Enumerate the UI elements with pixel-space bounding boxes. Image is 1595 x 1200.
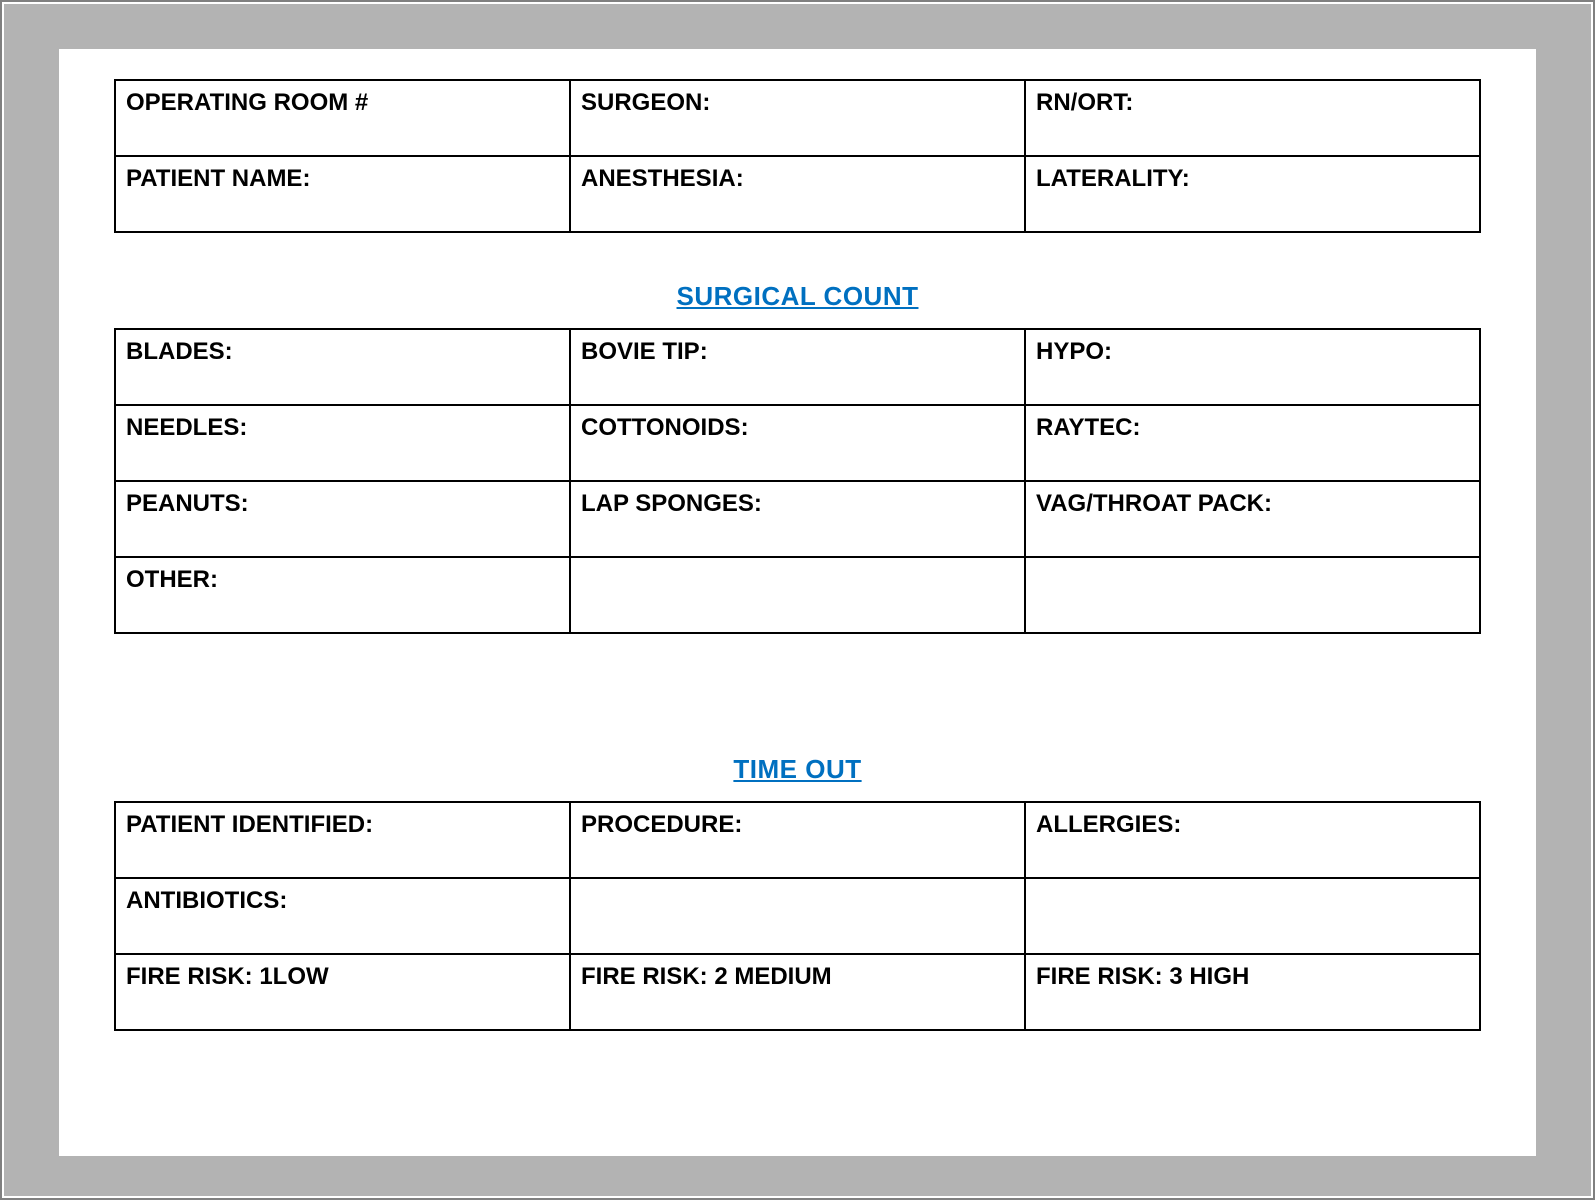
cell-patient-identified: PATIENT IDENTIFIED: [115,802,570,878]
surgical-count-table: BLADES: BOVIE TIP: HYPO: NEEDLES: COTTON… [114,328,1481,634]
cell-surgeon: SURGEON: [570,80,1025,156]
cell-antibiotics: ANTIBIOTICS: [115,878,570,954]
cell-vag-throat-pack: VAG/THROAT PACK: [1025,481,1480,557]
cell-fire-risk-medium: FIRE RISK: 2 MEDIUM [570,954,1025,1030]
cell-cottonoids: COTTONOIDS: [570,405,1025,481]
table-row: NEEDLES: COTTONOIDS: RAYTEC: [115,405,1480,481]
surgical-count-heading: SURGICAL COUNT [114,281,1481,312]
table-row: OTHER: [115,557,1480,633]
gray-mat: OPERATING ROOM # SURGEON: RN/ORT: PATIEN… [4,4,1591,1196]
header-table: OPERATING ROOM # SURGEON: RN/ORT: PATIEN… [114,79,1481,233]
table-row: ANTIBIOTICS: [115,878,1480,954]
spacer [114,634,1481,754]
cell-operating-room: OPERATING ROOM # [115,80,570,156]
cell-other: OTHER: [115,557,570,633]
time-out-table: PATIENT IDENTIFIED: PROCEDURE: ALLERGIES… [114,801,1481,1031]
spacer [114,233,1481,281]
cell-empty [570,878,1025,954]
cell-raytec: RAYTEC: [1025,405,1480,481]
cell-rn-ort: RN/ORT: [1025,80,1480,156]
cell-empty [570,557,1025,633]
table-row: PATIENT NAME: ANESTHESIA: LATERALITY: [115,156,1480,232]
cell-anesthesia: ANESTHESIA: [570,156,1025,232]
cell-empty [1025,878,1480,954]
outer-frame: OPERATING ROOM # SURGEON: RN/ORT: PATIEN… [0,0,1595,1200]
cell-allergies: ALLERGIES: [1025,802,1480,878]
cell-hypo: HYPO: [1025,329,1480,405]
spacer [114,785,1481,801]
cell-fire-risk-high: FIRE RISK: 3 HIGH [1025,954,1480,1030]
cell-empty [1025,557,1480,633]
cell-laterality: LATERALITY: [1025,156,1480,232]
page: OPERATING ROOM # SURGEON: RN/ORT: PATIEN… [59,49,1536,1156]
time-out-heading: TIME OUT [114,754,1481,785]
cell-needles: NEEDLES: [115,405,570,481]
cell-procedure: PROCEDURE: [570,802,1025,878]
spacer [114,312,1481,328]
cell-lap-sponges: LAP SPONGES: [570,481,1025,557]
table-row: PEANUTS: LAP SPONGES: VAG/THROAT PACK: [115,481,1480,557]
table-row: FIRE RISK: 1LOW FIRE RISK: 2 MEDIUM FIRE… [115,954,1480,1030]
table-row: BLADES: BOVIE TIP: HYPO: [115,329,1480,405]
cell-patient-name: PATIENT NAME: [115,156,570,232]
cell-bovie-tip: BOVIE TIP: [570,329,1025,405]
cell-peanuts: PEANUTS: [115,481,570,557]
cell-fire-risk-low: FIRE RISK: 1LOW [115,954,570,1030]
table-row: PATIENT IDENTIFIED: PROCEDURE: ALLERGIES… [115,802,1480,878]
table-row: OPERATING ROOM # SURGEON: RN/ORT: [115,80,1480,156]
cell-blades: BLADES: [115,329,570,405]
